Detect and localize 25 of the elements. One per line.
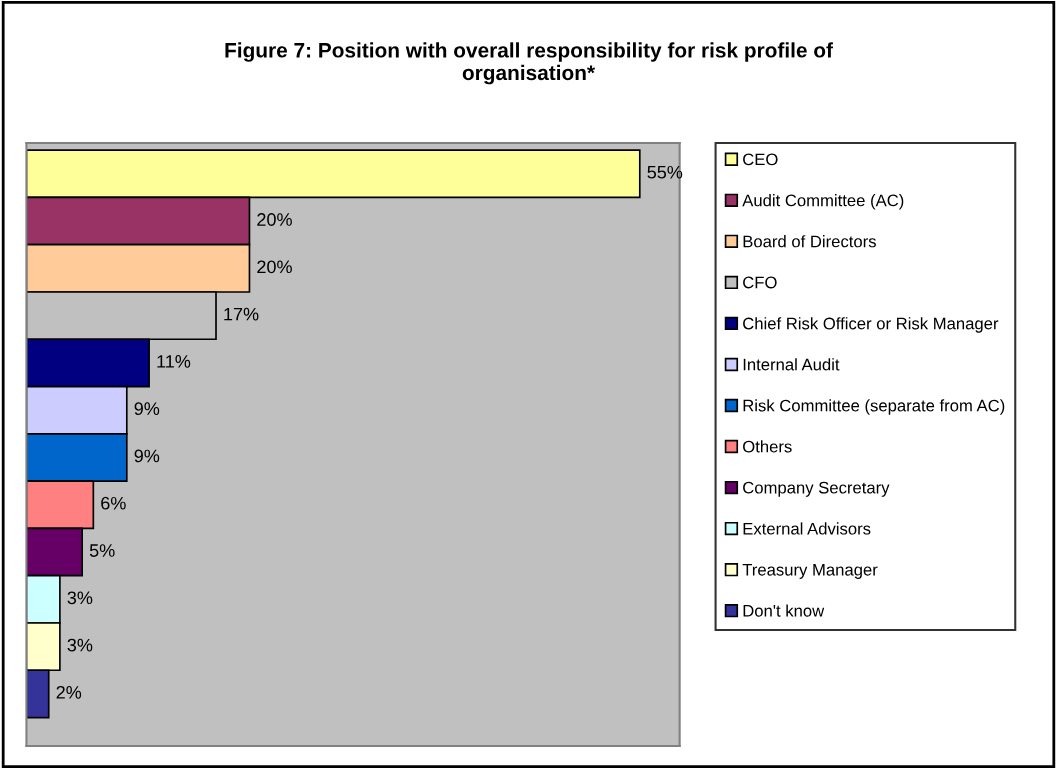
data-label: 5%	[89, 544, 115, 557]
legend-label: Company Secretary	[743, 481, 890, 497]
data-label: 3%	[67, 638, 93, 652]
legend-label: Internal Audit	[743, 358, 840, 371]
data-label: 11%	[157, 355, 191, 368]
legend-label: External Advisors	[743, 522, 871, 535]
legend-label: Don't know	[743, 604, 825, 617]
chart-title: Figure 7: Position with overall responsibility for risk profile of organisation*	[225, 42, 834, 85]
legend-label: Treasury Manager	[742, 564, 878, 579]
legend-label: Audit Committee (AC)	[742, 194, 904, 210]
legend-label: Risk Committee (separate from AC)	[743, 399, 1005, 415]
legend-label: Board of Directors	[743, 235, 876, 248]
legend-label: CFO	[743, 276, 777, 289]
legend-label: Others	[743, 440, 792, 453]
data-label: 9%	[134, 402, 160, 416]
data-label: 6%	[101, 496, 126, 510]
data-label: 2%	[56, 685, 82, 699]
legend-label: CEO	[743, 153, 778, 166]
data-label: 3%	[67, 591, 93, 605]
data-label: 55%	[647, 165, 683, 179]
data-label: 17%	[224, 307, 259, 321]
data-label: 9%	[134, 449, 160, 463]
data-label: 20%	[257, 213, 292, 226]
data-label: 20%	[257, 260, 292, 274]
legend-label: Chief Risk Officer or Risk Manager	[743, 317, 999, 333]
